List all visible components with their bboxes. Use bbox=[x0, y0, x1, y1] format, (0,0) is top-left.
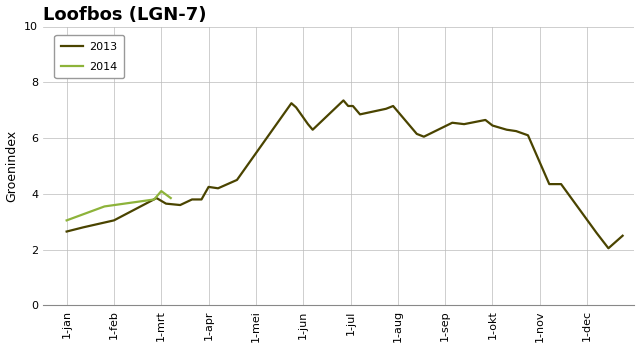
2013 bbox=[503, 128, 511, 132]
2013 bbox=[344, 104, 352, 108]
2013 bbox=[593, 231, 600, 235]
2013 bbox=[481, 118, 489, 122]
2013 bbox=[389, 104, 397, 108]
2014 bbox=[63, 218, 70, 222]
2014 bbox=[82, 211, 90, 215]
2014 bbox=[150, 197, 158, 201]
2013 bbox=[292, 105, 300, 110]
2013 bbox=[340, 98, 348, 103]
2013 bbox=[449, 121, 456, 125]
2013 bbox=[214, 186, 222, 190]
2013 bbox=[153, 196, 161, 200]
2013 bbox=[188, 197, 196, 201]
Line: 2013: 2013 bbox=[67, 101, 623, 248]
2013 bbox=[309, 128, 317, 132]
2013 bbox=[304, 122, 312, 126]
2013 bbox=[233, 178, 241, 182]
2013 bbox=[605, 246, 612, 250]
2013 bbox=[79, 225, 87, 229]
Line: 2014: 2014 bbox=[67, 191, 171, 220]
2013 bbox=[205, 185, 212, 189]
2013 bbox=[63, 229, 70, 234]
2013 bbox=[287, 101, 295, 105]
2013 bbox=[162, 201, 170, 206]
2013 bbox=[356, 112, 364, 117]
2014 bbox=[167, 196, 175, 200]
2013 bbox=[619, 234, 627, 238]
Y-axis label: Groenindex: Groenindex bbox=[6, 130, 19, 202]
2013 bbox=[349, 104, 356, 108]
2014 bbox=[100, 204, 108, 208]
2013 bbox=[382, 107, 390, 111]
2013 bbox=[512, 129, 520, 133]
2013 bbox=[413, 132, 420, 136]
Text: Loofbos (LGN-7): Loofbos (LGN-7) bbox=[43, 6, 207, 24]
2013 bbox=[110, 218, 118, 222]
2013 bbox=[545, 182, 553, 186]
2013 bbox=[198, 197, 205, 201]
2013 bbox=[489, 124, 497, 128]
2013 bbox=[177, 203, 184, 207]
2013 bbox=[460, 122, 468, 126]
2013 bbox=[524, 133, 532, 137]
2013 bbox=[557, 182, 565, 186]
2014 bbox=[157, 189, 165, 193]
Legend: 2013, 2014: 2013, 2014 bbox=[54, 35, 124, 78]
2013 bbox=[420, 135, 428, 139]
